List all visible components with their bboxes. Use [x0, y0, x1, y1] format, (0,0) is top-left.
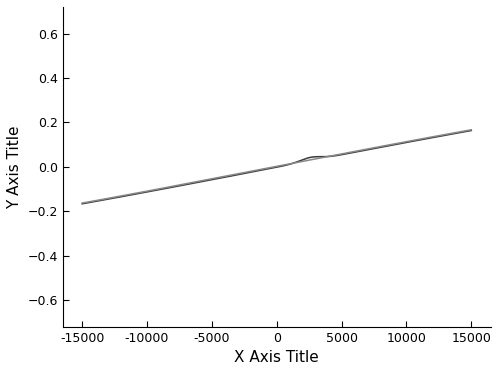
- Y-axis label: Y Axis Title: Y Axis Title: [7, 125, 22, 209]
- X-axis label: X Axis Title: X Axis Title: [234, 350, 319, 365]
